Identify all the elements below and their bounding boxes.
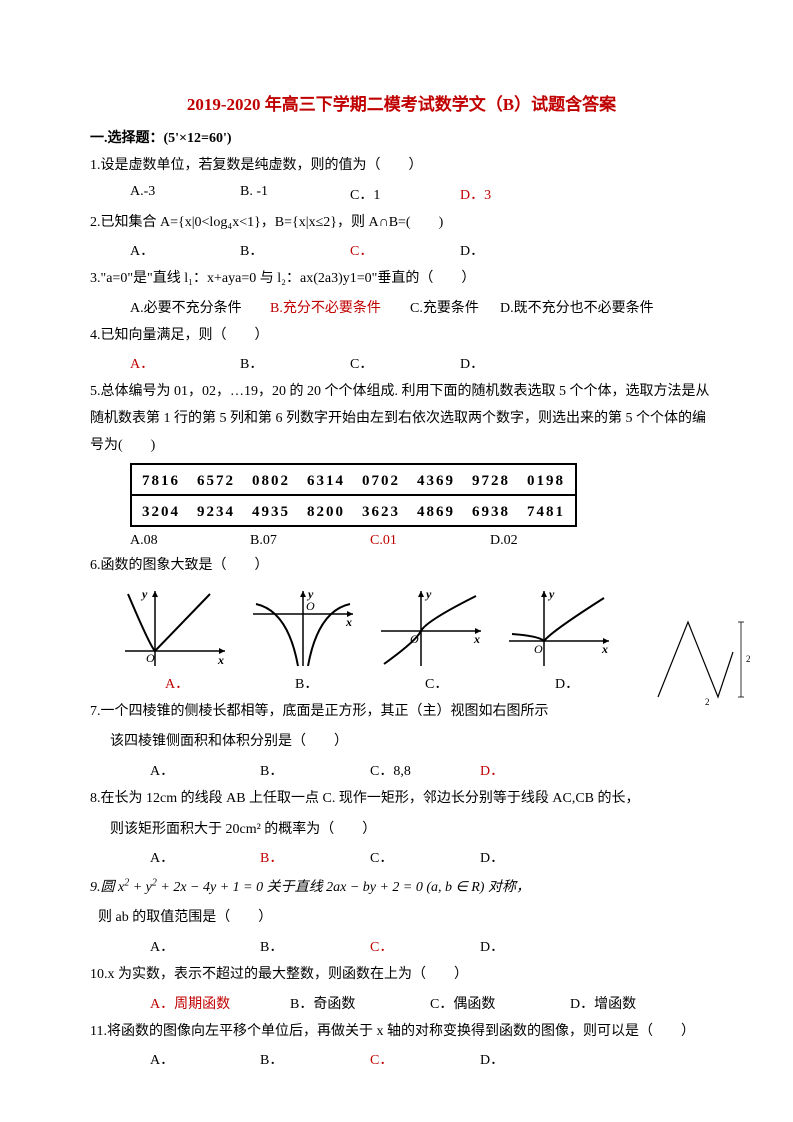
q6-opt-a: A． [165,673,295,693]
q1-options: A.-3 B. -1 C．1 D．3 [130,184,713,204]
svg-text:x: x [217,653,224,667]
q8-opt-d: D． [480,847,590,867]
q6-text: 6.函数的图象大致是（ ） [90,553,713,580]
q9-opt-a: A． [150,936,260,956]
q6-graph-d: O x y [504,586,614,671]
q5-opt-b: B.07 [250,533,370,549]
q10-opt-a: A．周期函数 [150,993,290,1013]
q7-line2: 该四棱锥侧面积和体积分别是（ ） [110,729,713,756]
svg-text:x: x [601,642,608,656]
q9-opt-b: B． [260,936,370,956]
q4-opt-d: D． [460,353,570,373]
q2-opt-a: A． [130,240,240,260]
svg-text:2: 2 [705,697,710,707]
q7-text: 7.一个四棱锥的侧棱长都相等，底面是正方形，其正（主）视图如右图所示 [90,699,713,726]
q11-text: 11.将函数的图像向左平移个单位后，再做关于 x 轴的对称变换得到函数的图像，则… [90,1019,713,1046]
section-header: 一.选择题：(5'×12=60') [90,127,713,147]
q8-line2: 则该矩形面积大于 20cm² 的概率为（ ） [110,817,713,844]
q10-opt-c: C．偶函数 [430,993,570,1013]
q6-opt-d: D． [555,673,655,693]
q1-text: 1.设是虚数单位，若复数是纯虚数，则的值为（ ） [90,153,713,180]
q4-options: A． B． C． D． [130,353,713,373]
q7-options: A． B． C．8,8 D． [150,760,713,780]
random-number-table: 7816 6572 0802 6314 0702 4369 9728 0198 … [130,463,577,527]
table-row2: 3204 9234 4935 8200 3623 4869 6938 7481 [131,495,576,526]
q7-opt-c: C．8,8 [370,760,480,780]
q9-math: 9.圆 x2 + y2 + 2x − 4y + 1 = 0 关于直线 2ax −… [90,880,530,895]
q2-opt-d: D． [460,240,570,260]
q7-opt-a: A． [150,760,260,780]
svg-text:y: y [424,587,432,601]
q6-opt-c: C． [425,673,555,693]
q1-opt-d: D．3 [460,184,570,204]
q10-text: 10.x 为实数，表示不超过的最大整数，则函数在上为（ ） [90,962,713,989]
q1-opt-a: A.-3 [130,184,240,204]
q11-opt-b: B． [260,1049,370,1069]
svg-text:O: O [306,599,315,613]
table-row1: 7816 6572 0802 6314 0702 4369 9728 0198 [131,464,576,495]
q3-text: 3."a=0"是"直线 l₁：x+aya=0 与 l₂：ax(2a3)y1=0"… [90,266,713,293]
q4-opt-a: A． [130,353,240,373]
q10-opt-d: D．增函数 [570,993,710,1013]
svg-text:2: 2 [746,654,751,664]
svg-text:O: O [146,651,155,665]
q9-line2: 则 ab 的取值范围是（ ） [98,905,713,932]
q3-opt-d: D.既不充分也不必要条件 [500,297,700,317]
q5-opt-a: A.08 [130,533,250,549]
q4-opt-c: C． [350,353,460,373]
q2-opt-c: C． [350,240,460,260]
svg-text:x: x [473,632,480,646]
q8-text: 8.在长为 12cm 的线段 AB 上任取一点 C. 现作一矩形，邻边长分别等于… [90,786,713,813]
q1-opt-c: C．1 [350,184,460,204]
q6-graph-a: O x y [120,586,230,671]
q11-opt-d: D． [480,1049,590,1069]
svg-text:x: x [345,615,352,629]
q7-front-view: 2 2 [653,612,763,707]
q10-opt-b: B．奇函数 [290,993,430,1013]
q2-opt-b: B． [240,240,350,260]
q9-text: 9.圆 x2 + y2 + 2x − 4y + 1 = 0 关于直线 2ax −… [90,873,713,901]
q11-options: A． B． C． D． [150,1049,713,1069]
q2-options: A． B． C． D． [130,240,713,260]
q9-opt-c: C． [370,936,480,956]
svg-text:O: O [534,642,543,656]
q4-text: 4.已知向量满足，则（ ） [90,323,713,350]
q5-opt-c: C.01 [370,533,490,549]
q7-opt-b: B． [260,760,370,780]
q7-opt-d: D． [480,760,590,780]
page-title: 2019-2020 年高三下学期二模考试数学文（B）试题含答案 [90,90,713,115]
q3-opt-a: A.必要不充分条件 [130,297,270,317]
q8-options: A． B． C． D． [150,847,713,867]
q6-graph-c: O x y [376,586,486,671]
q1-opt-b: B. -1 [240,184,350,204]
svg-text:y: y [140,587,148,601]
q8-opt-c: C． [370,847,480,867]
q5-opt-d: D.02 [490,533,610,549]
q5-text: 5.总体编号为 01，02，…19，20 的 20 个个体组成. 利用下面的随机… [90,379,713,459]
q6-graph-b: O x y [248,586,358,671]
q3-options: A.必要不充分条件 B.充分不必要条件 C.充要条件 D.既不充分也不必要条件 [130,297,713,317]
q5-options: A.08 B.07 C.01 D.02 [130,533,713,549]
q8-opt-b: B． [260,847,370,867]
svg-text:y: y [306,587,314,601]
q9-opt-d: D． [480,936,590,956]
q6-options: A． B． C． D． [165,673,713,693]
svg-text:y: y [547,587,555,601]
q4-opt-b: B． [240,353,350,373]
q6-graphs: O x y O x y O x y [120,586,713,671]
q9-options: A． B． C． D． [150,936,713,956]
q3-opt-c: C.充要条件 [410,297,500,317]
q2-text: 2.已知集合 A={x|0<log₄x<1}，B={x|x≤2}，则 A∩B=(… [90,210,713,237]
q11-opt-c: C． [370,1049,480,1069]
q8-opt-a: A． [150,847,260,867]
q11-opt-a: A． [150,1049,260,1069]
q3-opt-b: B.充分不必要条件 [270,297,410,317]
q6-opt-b: B． [295,673,425,693]
q10-options: A．周期函数 B．奇函数 C．偶函数 D．增函数 [150,993,713,1013]
